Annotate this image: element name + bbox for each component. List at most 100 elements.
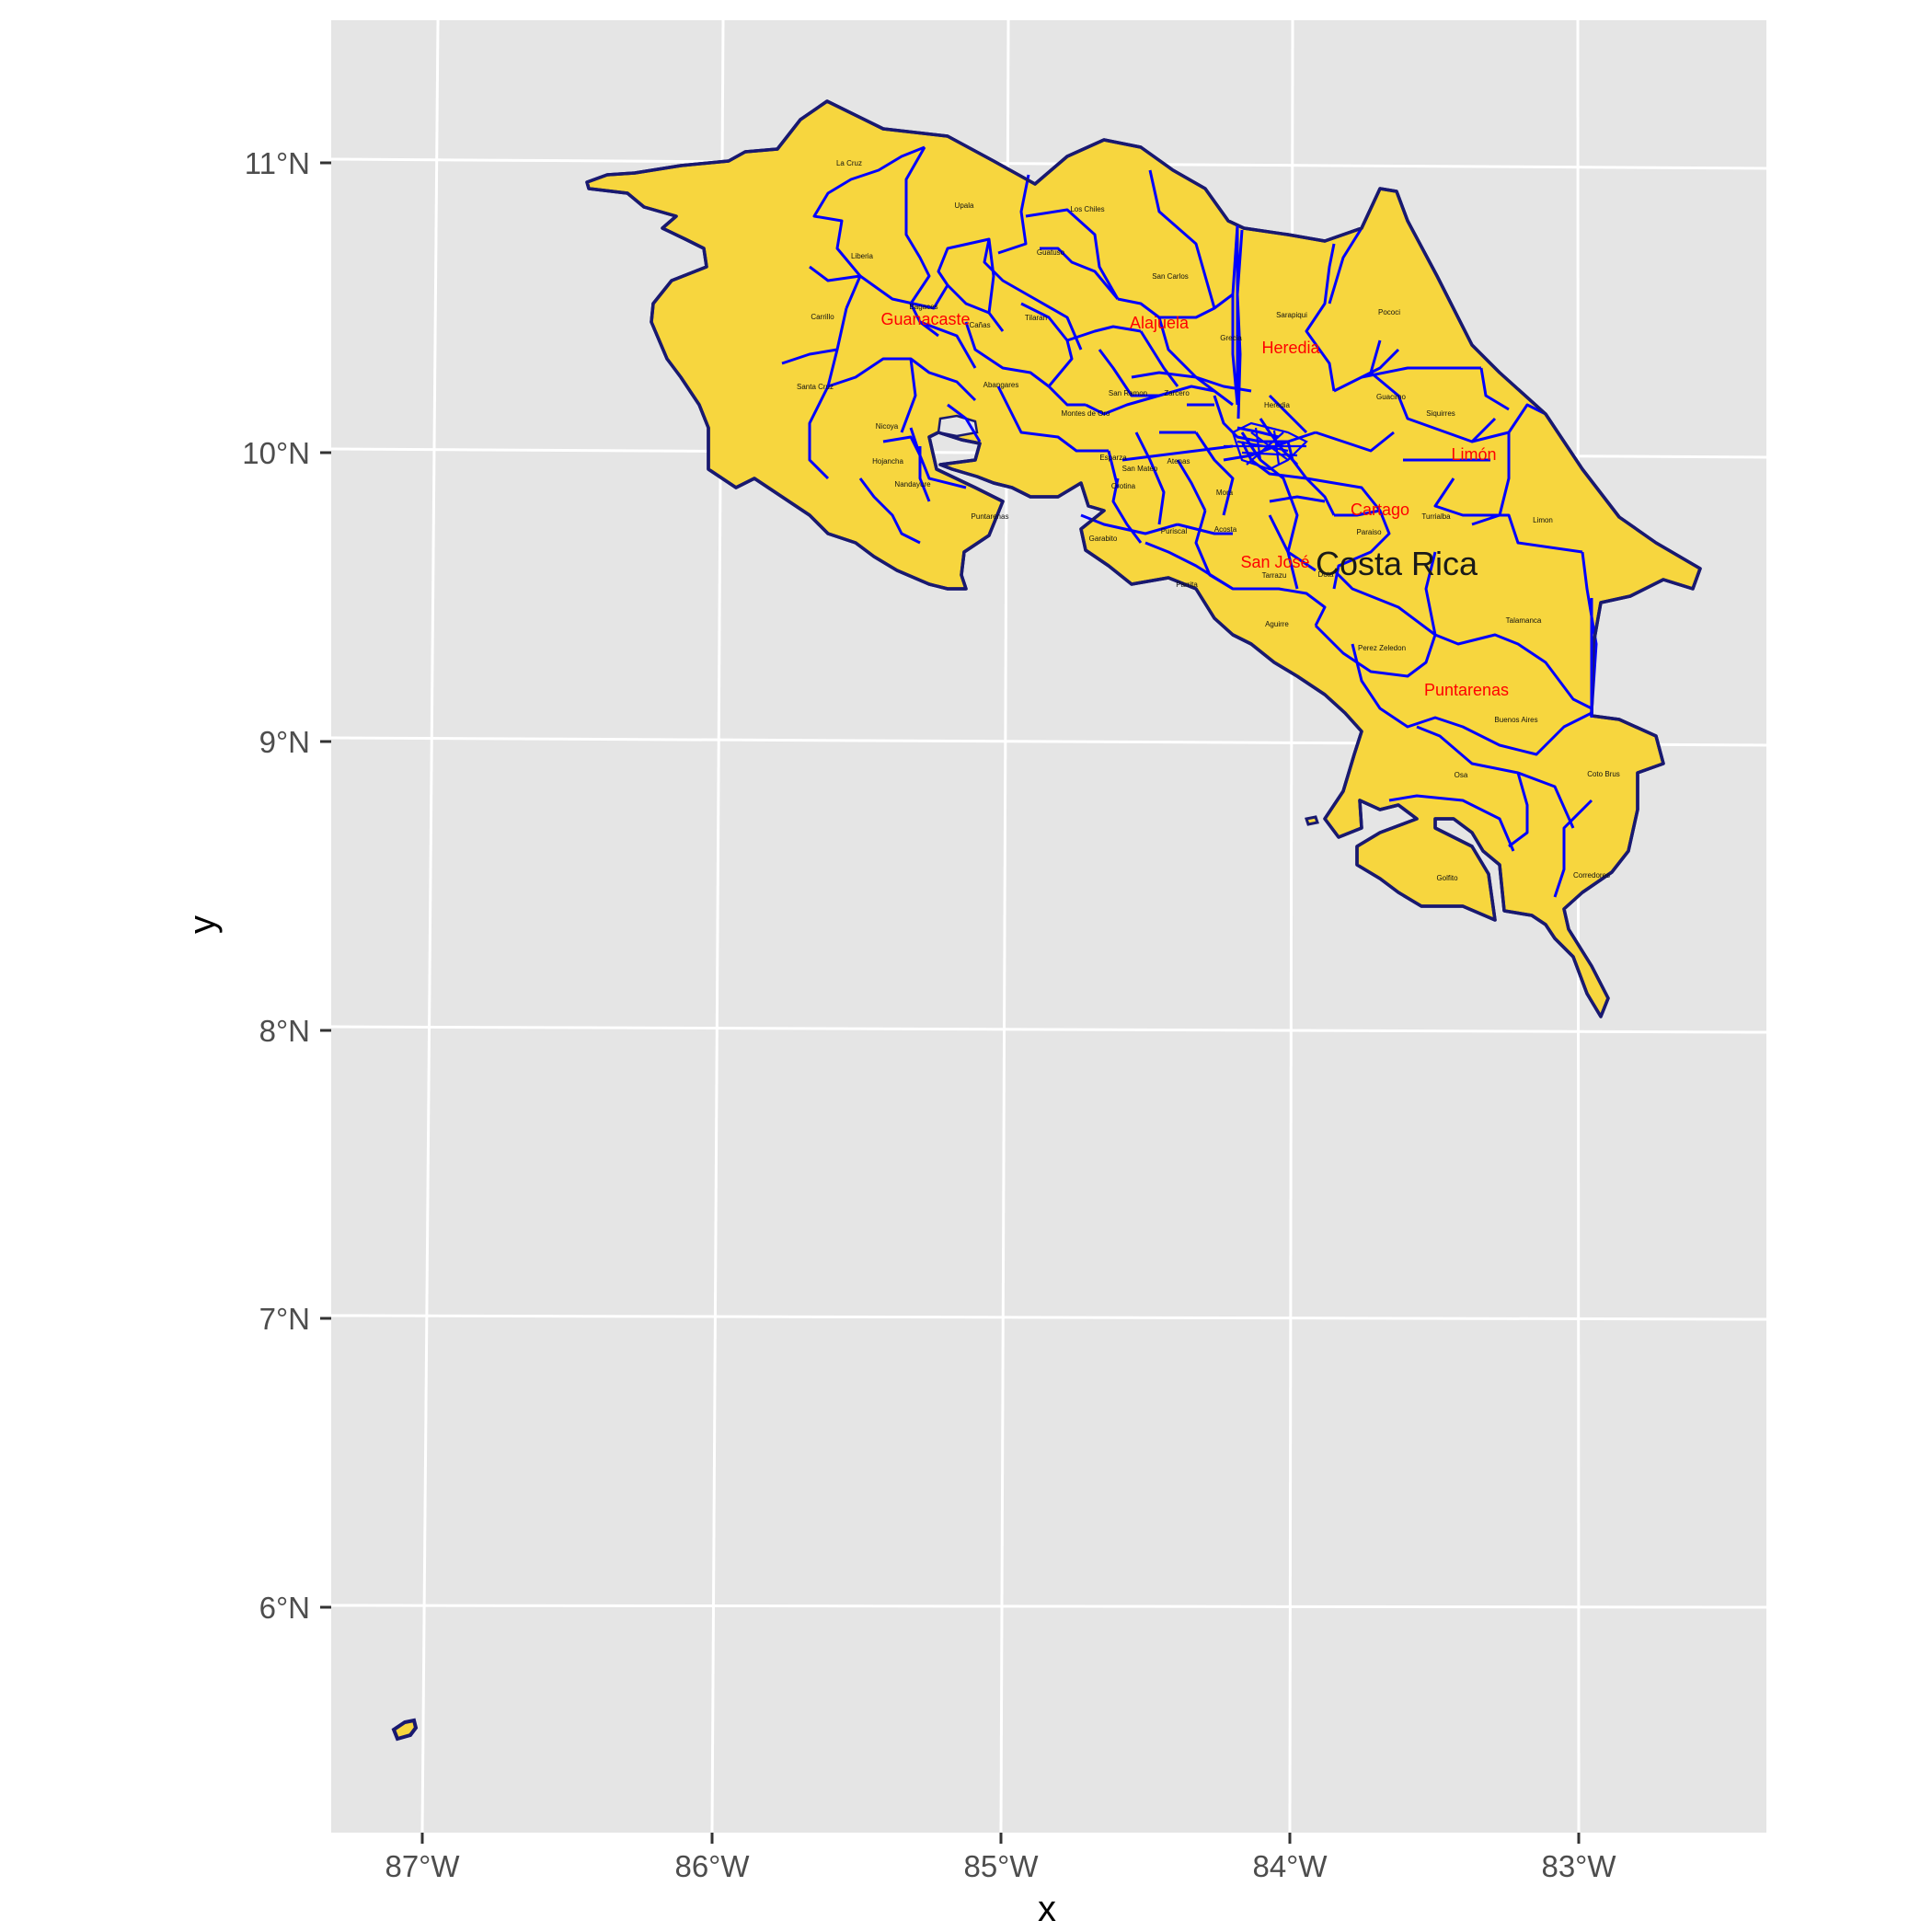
canton-border (1194, 431, 1235, 516)
canton-label: Hojancha (872, 457, 903, 466)
canton-border (882, 435, 922, 456)
canton-label: Zarcero (1164, 389, 1190, 397)
x-tick-label: 84°W (1252, 1849, 1328, 1883)
canton-label: Nandayure (894, 480, 931, 489)
y-tick-label: 10°N (242, 436, 310, 470)
canton-border (987, 238, 995, 314)
y-tick-label: 6°N (259, 1591, 310, 1625)
canton-border (1176, 459, 1207, 512)
canton-border (1040, 247, 1120, 300)
canton-label: Perez Zeledon (1358, 644, 1406, 652)
canton-border (997, 174, 1030, 255)
y-axis: 11°N 10°N 9°N 8°N 7°N 6°N y (182, 146, 310, 1625)
canton-border (1333, 366, 1481, 393)
canton-border (1553, 799, 1593, 898)
canton-label: Garabito (1089, 535, 1118, 543)
country-border (585, 99, 1702, 1018)
canton-border (1139, 330, 1179, 387)
canton-border (1025, 208, 1120, 300)
meridian-83w (1576, 19, 1581, 1834)
canton-label: Grecia (1220, 334, 1242, 342)
canton-border (1332, 569, 1436, 637)
canton-label: San Carlos (1152, 272, 1189, 281)
canton-label: Sarapiqui (1276, 311, 1307, 319)
canton-border (909, 427, 967, 489)
canton-border (1148, 169, 1239, 406)
y-tick-label: 11°N (245, 146, 310, 180)
canton-border (1213, 395, 1317, 443)
canton-border (1131, 371, 1234, 407)
isla-cano (1305, 815, 1319, 826)
canton-borders (781, 145, 1598, 898)
canton-border (1134, 431, 1166, 525)
canton-border (1268, 514, 1317, 572)
canton-border (1471, 432, 1511, 526)
canton-border (996, 385, 1109, 453)
canton-border (918, 446, 931, 502)
meridian-87w (420, 19, 440, 1834)
canton-border (808, 307, 848, 480)
canton-border (1272, 430, 1281, 466)
canton-border (781, 348, 838, 365)
province-label-cartago: Cartago (1351, 500, 1409, 519)
canton-border (1020, 302, 1086, 407)
canton-label: Siquirres (1426, 409, 1455, 418)
canton-border (1433, 477, 1583, 554)
parallel-7n (330, 1314, 1767, 1321)
canton-border (1066, 325, 1142, 342)
canton-label: Los Chiles (1070, 205, 1104, 213)
canton-border (1098, 349, 1159, 397)
x-tick-label: 83°W (1541, 1849, 1616, 1883)
canton-label: Abangares (983, 381, 1019, 389)
canton-border (1236, 426, 1280, 439)
canton-border (1351, 643, 1593, 756)
canton-border (1305, 477, 1391, 590)
canton-labels: La Cruz Upala Los Chiles Guatuso Liberia… (797, 159, 1620, 882)
x-tick-label: 85°W (963, 1849, 1039, 1883)
canton-border (919, 320, 977, 369)
canton-label: Osa (1455, 771, 1468, 779)
canton-label: Puntarenas (972, 512, 1009, 521)
canton-border (1305, 243, 1336, 392)
province-label-alajuela: Alajuela (1130, 314, 1190, 332)
canton-label: Dota (1318, 570, 1334, 579)
x-axis-title: x (1038, 1889, 1056, 1929)
province-label-guanacaste: Guanacaste (880, 310, 970, 328)
canton-border (900, 358, 917, 433)
province-labels: Guanacaste Alajuela Heredia Limón Cartag… (880, 310, 1509, 699)
canton-border (964, 321, 1050, 388)
y-tick-label: 8°N (259, 1014, 310, 1048)
parallel-8n (330, 1025, 1767, 1034)
canton-border (1268, 394, 1308, 434)
isla-del-coco (391, 1718, 419, 1742)
canton-label: Carrillo (811, 313, 834, 321)
canton-label: Mora (1216, 489, 1234, 497)
canton-label: Coto Brus (1587, 770, 1620, 778)
canton-border (858, 477, 921, 545)
canton-border (1195, 375, 1252, 393)
province-label-limon: Limón (1451, 445, 1496, 464)
canton-border (1117, 297, 1160, 319)
canton-label: Pococi (1378, 308, 1400, 316)
canton-border (1424, 551, 1593, 710)
canton-border (1177, 523, 1233, 535)
canton-border (1231, 421, 1308, 471)
canton-label: Paraiso (1356, 528, 1382, 536)
canton-label: Guacimo (1376, 393, 1407, 401)
y-axis-title: y (182, 915, 223, 934)
canton-label: Golfito (1436, 874, 1458, 882)
canton-label: Atenas (1167, 457, 1190, 466)
canton-label: Parrita (1176, 581, 1198, 589)
parallel-6n (330, 1604, 1767, 1609)
y-tick-label: 7°N (259, 1302, 310, 1336)
canton-label: Turrialba (1421, 512, 1451, 521)
canton-label: Upala (955, 201, 974, 210)
canton-border (1159, 306, 1215, 319)
canton-label: Bagaces (909, 303, 937, 311)
canton-border (1269, 495, 1326, 503)
canton-border (812, 145, 926, 309)
canton-label: San Mateo (1122, 465, 1158, 473)
canton-border (1328, 227, 1363, 305)
canton-label: Tarrazu (1262, 571, 1287, 580)
